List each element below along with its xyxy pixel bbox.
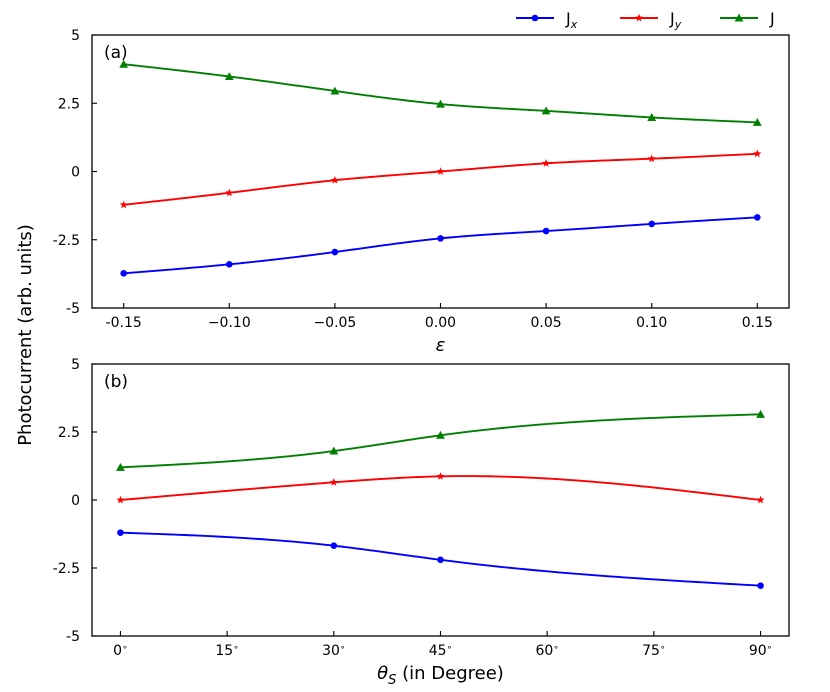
x-tick-label: 0.15 [742, 315, 773, 331]
y-tick-label: 0 [71, 493, 80, 509]
plot-frame [91, 363, 790, 637]
x-tick-label: 90∘ [749, 643, 772, 659]
data-point-jy [330, 176, 339, 184]
y-tick-label: 5 [71, 357, 80, 373]
y-tick-label: 0 [71, 165, 80, 181]
panel-b: 0∘ 15∘ 30∘ 45∘ 60∘ 75∘ 90∘ -5 -2.5 0 2.5 5 (b) θS (in… [53, 357, 790, 688]
data-point-jx [437, 235, 444, 242]
data-point-jx [754, 214, 761, 221]
data-point-jy [116, 495, 125, 504]
data-point-jy [753, 149, 762, 158]
data-point-jy [542, 159, 551, 167]
y-axis-label: Photocurrent (arb. units) [15, 224, 36, 446]
x-tick-label: 75∘ [642, 643, 665, 659]
x-tick-label: −0.05 [313, 315, 356, 331]
data-point-jx [120, 270, 127, 277]
x-tick-label: 15∘ [215, 643, 238, 659]
legend-marker-jx [531, 14, 539, 22]
series-line-j [123, 63, 758, 124]
data-point-jx [437, 556, 444, 564]
legend-label-jx: Jx [565, 9, 578, 31]
y-tick-label: 5 [71, 28, 80, 44]
data-point-jx [542, 227, 550, 235]
data-point-j [330, 86, 340, 95]
y-tick-label: -5 [66, 629, 80, 645]
series-line-jx [123, 216, 758, 275]
x-axis-label: ε [436, 335, 446, 356]
series-line-j [120, 413, 761, 469]
data-point-j [752, 117, 762, 126]
panel-label: (b) [104, 372, 128, 392]
x-tick-label: -0.15 [106, 315, 142, 331]
x-tick-label: 30∘ [322, 643, 345, 659]
data-point-jx [757, 582, 764, 589]
data-point-jy [647, 154, 656, 163]
data-point-jx [225, 261, 233, 268]
legend-marker-j [734, 13, 744, 22]
data-point-j [647, 113, 657, 121]
x-tick-label: 0.10 [636, 315, 667, 331]
data-point-jy [436, 167, 445, 175]
y-tick-label: 2.5 [58, 425, 80, 441]
panel-label: (a) [104, 43, 128, 63]
data-point-j [116, 462, 125, 471]
x-tick-label: 0∘ [113, 643, 128, 659]
data-point-j [756, 409, 765, 418]
legend-label-j: J [769, 9, 775, 28]
x-tick-label: 0.05 [531, 315, 562, 331]
data-point-jy [756, 495, 765, 504]
x-tick-label: 60∘ [535, 643, 558, 659]
legend-label-jy: Jy [669, 9, 682, 31]
data-point-jx [648, 220, 656, 228]
y-tick-label: -2.5 [53, 561, 80, 577]
data-point-jy [436, 472, 445, 480]
x-tick-label: 45∘ [429, 643, 452, 659]
data-point-jy [225, 188, 234, 197]
data-point-jy [329, 478, 338, 486]
data-point-jx [117, 529, 124, 536]
data-point-jy [119, 200, 128, 209]
data-point-j [541, 106, 551, 115]
series-line-jy [120, 475, 761, 501]
x-tick-label: −0.10 [208, 315, 251, 331]
x-tick-label: 0.00 [425, 315, 456, 331]
y-tick-label: 2.5 [58, 96, 80, 112]
panel-a: -0.15 −0.10 −0.05 0.00 0.05 0.10 0.15 -5 -2.5 0 2.… [53, 28, 790, 356]
x-axis-label: θS (in Degree) [377, 663, 504, 688]
series-line-jx [120, 531, 761, 587]
data-point-j [436, 99, 445, 108]
data-point-j [119, 59, 129, 68]
data-point-jx [330, 542, 338, 549]
data-point-j [436, 430, 445, 439]
y-tick-label: -2.5 [53, 233, 80, 249]
series-line-jy [123, 152, 758, 206]
y-tick-label: -5 [66, 301, 80, 317]
data-point-j [224, 72, 234, 81]
legend: Jx Jy J [516, 9, 775, 31]
data-point-jx [331, 248, 339, 256]
legend-marker-jy [635, 13, 643, 22]
data-point-j [329, 446, 339, 455]
